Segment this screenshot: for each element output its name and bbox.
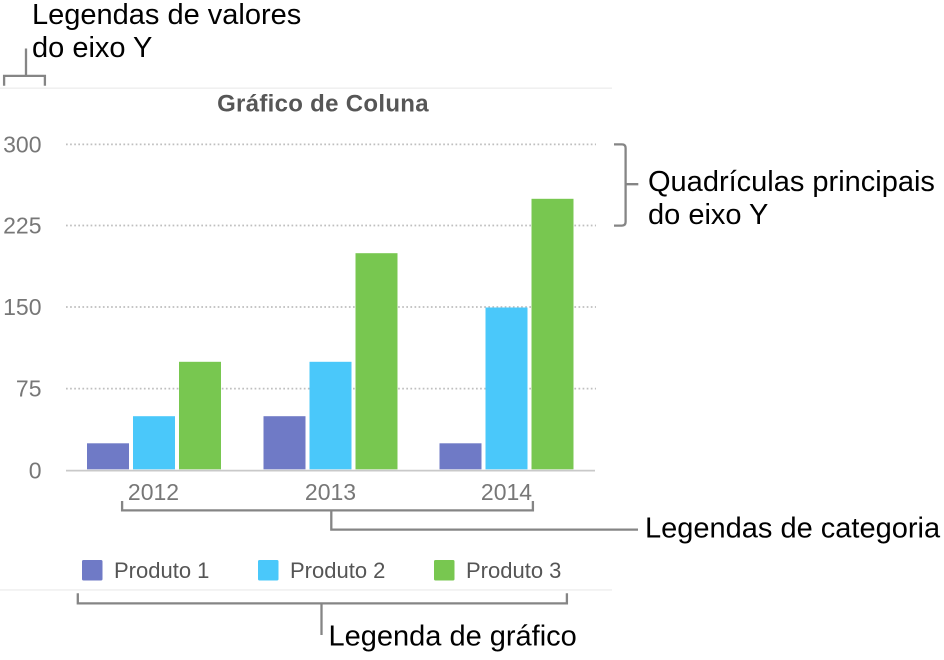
- svg-text:150: 150: [3, 294, 41, 320]
- svg-text:75: 75: [16, 376, 42, 402]
- svg-text:300: 300: [3, 131, 41, 157]
- svg-text:Legendas de valores: Legendas de valores: [32, 0, 301, 31]
- svg-text:Legendas de categoria: Legendas de categoria: [645, 513, 941, 545]
- svg-text:do eixo Y: do eixo Y: [32, 32, 152, 64]
- svg-text:Produto 1: Produto 1: [114, 558, 209, 583]
- svg-text:2012: 2012: [128, 479, 179, 505]
- svg-text:Produto 2: Produto 2: [290, 558, 385, 583]
- svg-text:0: 0: [29, 458, 42, 484]
- svg-text:Legenda de gráfico: Legenda de gráfico: [329, 621, 577, 653]
- svg-text:225: 225: [3, 213, 41, 239]
- svg-text:Gráfico de Coluna: Gráfico de Coluna: [217, 91, 429, 118]
- svg-text:Produto 3: Produto 3: [466, 558, 561, 583]
- svg-text:Quadrículas principais: Quadrículas principais: [648, 166, 935, 198]
- svg-text:do eixo Y: do eixo Y: [648, 199, 768, 231]
- svg-text:2014: 2014: [481, 479, 532, 505]
- svg-text:2013: 2013: [305, 479, 356, 505]
